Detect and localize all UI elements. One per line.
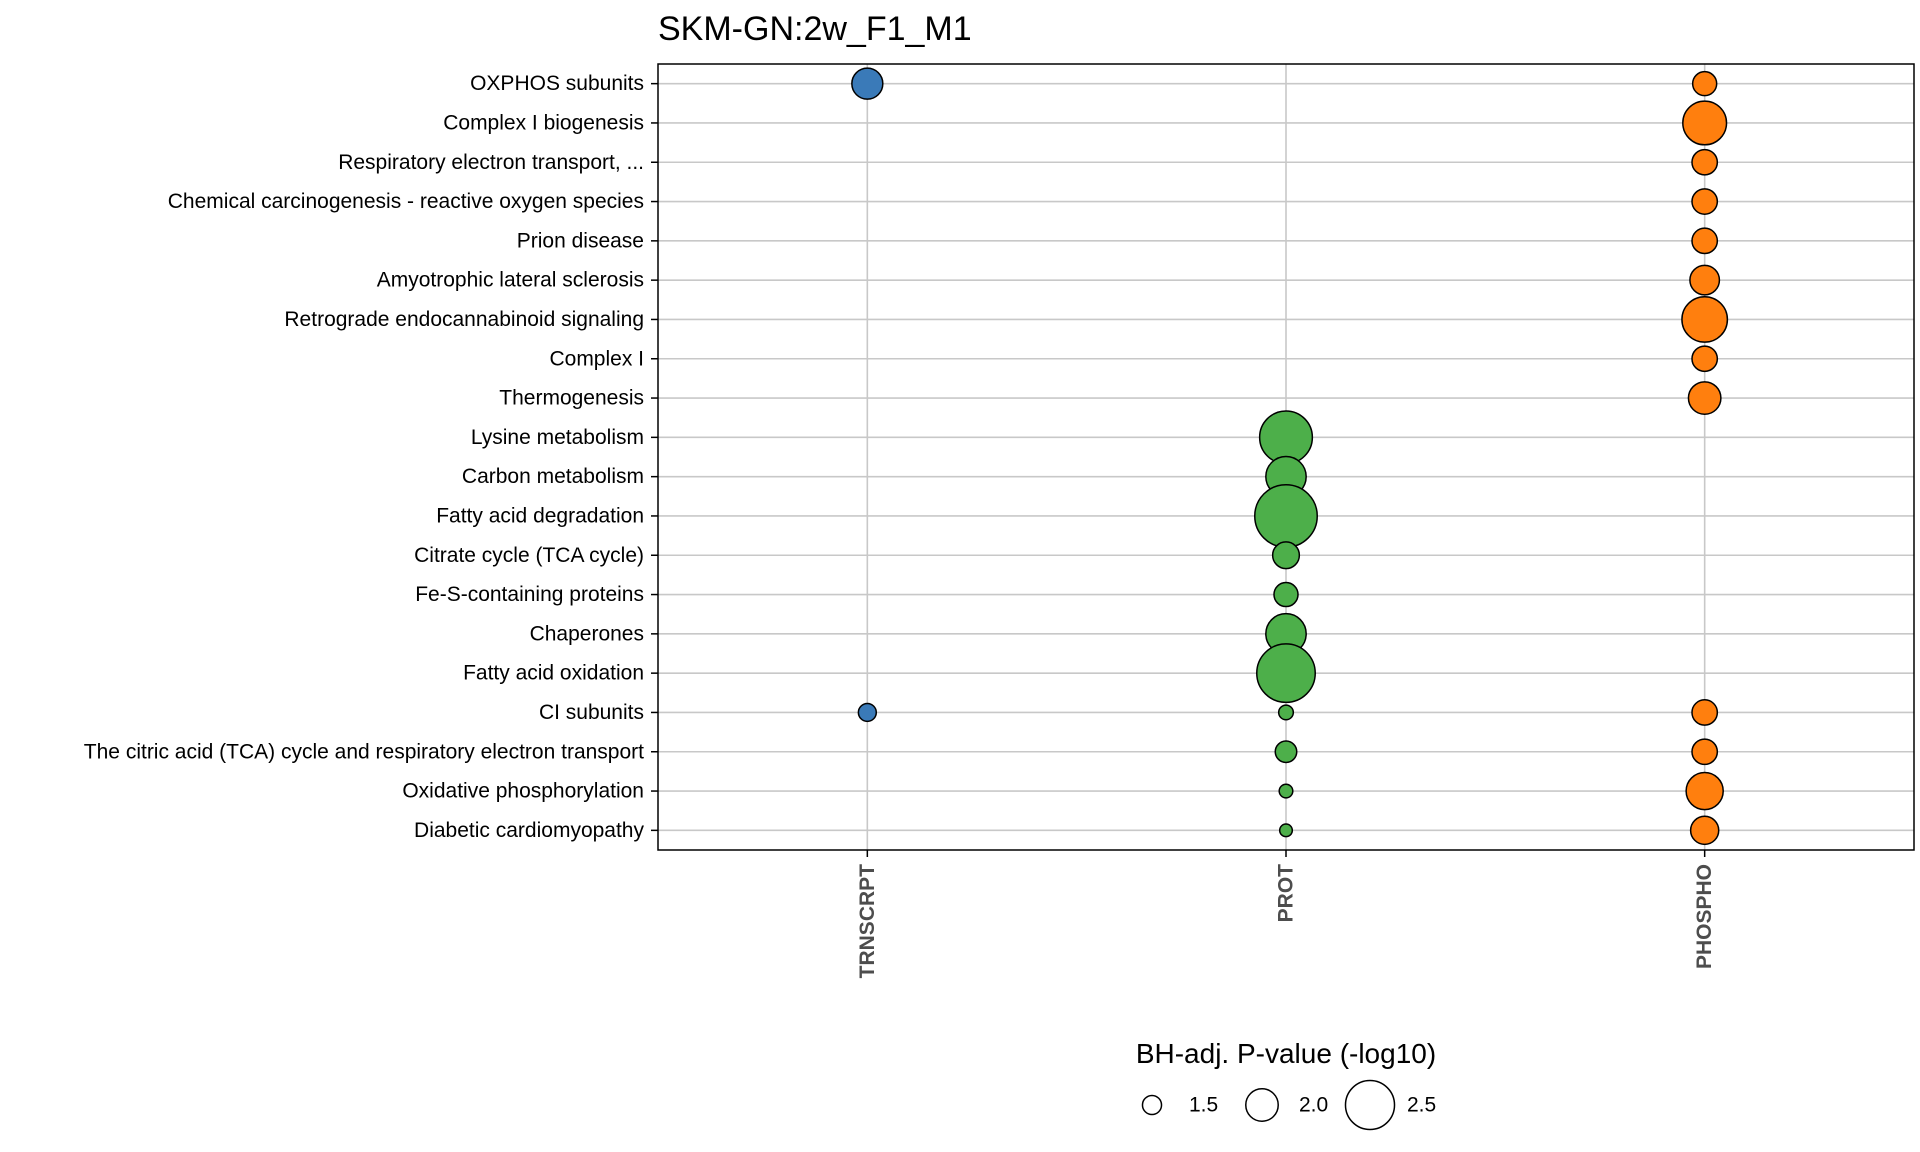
legend-title: BH-adj. P-value (-log10) [1136, 1038, 1436, 1069]
chart-title: SKM-GN:2w_F1_M1 [658, 10, 972, 48]
y-axis: OXPHOS subunits Complex I biogenesis Respi… [84, 72, 658, 842]
data-point [1681, 295, 1729, 343]
data-point [851, 67, 884, 100]
legend-key-label: 2.5 [1407, 1094, 1436, 1117]
y-tick-label: Fatty acid oxidation [463, 662, 644, 685]
data-point [1277, 704, 1295, 721]
y-tick-label: Amyotrophic lateral sclerosis [377, 269, 644, 292]
data-point [1273, 581, 1299, 608]
legend-key-label: 2.0 [1299, 1094, 1328, 1117]
y-tick-label: Fatty acid degradation [436, 504, 644, 527]
y-tick-label: Chemical carcinogenesis - reactive oxyge… [168, 190, 644, 213]
data-point [1278, 783, 1294, 799]
y-tick-label: Chaperones [530, 622, 644, 645]
y-tick-label: Oxidative phosphorylation [402, 780, 644, 803]
y-tick-label: Lysine metabolism [471, 426, 644, 449]
data-point [1271, 541, 1301, 570]
data-point [1278, 823, 1294, 838]
x-tick-label: TRNSCRPT [856, 864, 879, 979]
y-tick-label: Citrate cycle (TCA cycle) [414, 544, 644, 567]
data-point [1689, 815, 1720, 846]
data-point [1689, 264, 1721, 296]
data-point [1682, 100, 1728, 146]
y-tick-label: Carbon metabolism [462, 465, 644, 488]
size-legend: BH-adj. P-value (-log10) 1.5 2.0 2.5 [1136, 1038, 1436, 1131]
y-tick-label: CI subunits [539, 701, 644, 724]
data-point [1691, 738, 1719, 766]
data-point [1691, 188, 1719, 215]
legend-key-label: 1.5 [1189, 1094, 1218, 1117]
x-axis: TRNSCRPT PROT PHOSPHO [856, 850, 1716, 978]
legend-key-circle [1344, 1079, 1396, 1131]
y-tick-label: Thermogenesis [499, 387, 644, 410]
data-point [1691, 227, 1719, 255]
data-point [1691, 345, 1719, 373]
data-point [1687, 381, 1722, 416]
data-point [1691, 70, 1718, 97]
x-tick-label: PHOSPHO [1693, 864, 1716, 969]
y-tick-label: The citric acid (TCA) cycle and respirat… [84, 740, 644, 763]
data-point [857, 702, 878, 723]
y-tick-label: Fe-S-containing proteins [415, 583, 644, 606]
legend-key-circle [1141, 1094, 1163, 1116]
y-tick-label: Complex I [549, 347, 644, 370]
y-tick-label: Respiratory electron transport, ... [338, 151, 644, 174]
y-tick-label: Complex I biogenesis [443, 111, 644, 134]
data-point [1691, 699, 1719, 726]
y-tick-label: OXPHOS subunits [470, 72, 644, 95]
data-point [1274, 740, 1298, 764]
y-tick-label: Diabetic cardiomyopathy [414, 819, 644, 842]
data-point [1254, 483, 1318, 548]
data-points [851, 67, 1729, 846]
x-tick-label: PROT [1275, 864, 1298, 923]
y-tick-label: Prion disease [517, 229, 644, 252]
data-point [1691, 148, 1719, 176]
y-tick-label: Retrograde endocannabinoid signaling [284, 308, 644, 331]
legend-key-circle [1245, 1088, 1279, 1122]
data-point [1685, 771, 1724, 811]
data-point [1256, 643, 1316, 704]
